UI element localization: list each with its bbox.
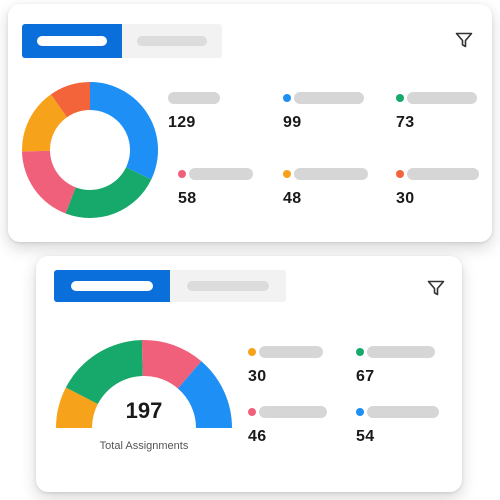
tab-label-placeholder (137, 36, 207, 46)
legend-label (248, 406, 327, 418)
legend-label-placeholder (259, 346, 323, 358)
legend-value: 30 (248, 368, 267, 385)
tab-label-placeholder (187, 281, 269, 291)
tab-label-placeholder (37, 36, 107, 46)
legend-value: 48 (283, 190, 302, 207)
total-value: 197 (125, 398, 163, 423)
tab-second[interactable] (170, 270, 286, 302)
legend-item: 30 (396, 168, 479, 208)
legend-dot (283, 94, 291, 102)
donut-chart (22, 82, 158, 218)
legend-dot (178, 170, 186, 178)
semi-donut-slice (141, 340, 202, 389)
legend-label-placeholder (367, 406, 439, 418)
legend-item: 58 (178, 168, 253, 208)
donut-slice (90, 82, 158, 180)
legend-label-placeholder (189, 168, 253, 180)
legend-dot (283, 170, 291, 178)
legend-value: 67 (356, 368, 375, 385)
filter-icon (455, 32, 473, 48)
tab-bar (22, 24, 222, 58)
legend-label (396, 92, 477, 104)
legend-label-placeholder (259, 406, 327, 418)
legend-value: 99 (283, 114, 302, 131)
semi-donut-slice (177, 361, 232, 428)
legend-item: 129 (168, 92, 220, 132)
donut-slice (22, 94, 68, 152)
tab-first[interactable] (54, 270, 170, 302)
legend-dot (356, 408, 364, 416)
legend-value: 30 (396, 190, 415, 207)
legend-value: 73 (396, 114, 415, 131)
tab-bar (54, 270, 286, 302)
donut-chart-svg (22, 82, 158, 218)
legend-dot (248, 408, 256, 416)
tab-label-placeholder (71, 281, 153, 291)
assignments-card: 197 Total Assignments 30 67 46 (36, 256, 462, 492)
legend-dot (396, 170, 404, 178)
legend-label-placeholder (294, 92, 364, 104)
legend-value: 129 (168, 114, 196, 131)
legend-item: 54 (356, 406, 439, 446)
legend-label-placeholder (407, 168, 479, 180)
legend-item: 48 (283, 168, 368, 208)
legend-value: 58 (178, 190, 197, 207)
legend-label (178, 168, 253, 180)
semi-donut-slice (65, 340, 143, 405)
donut-slice (65, 167, 152, 218)
legend-label (168, 92, 220, 104)
legend-label (283, 92, 364, 104)
legend-label (248, 346, 323, 358)
legend-dot (248, 348, 256, 356)
legend-item: 46 (248, 406, 327, 446)
legend-value: 54 (356, 428, 375, 445)
legend-item: 99 (283, 92, 364, 132)
distribution-card: 129 99 73 58 (8, 4, 492, 242)
filter-button[interactable] (452, 28, 476, 52)
total-caption: Total Assignments (99, 440, 189, 452)
tab-first[interactable] (22, 24, 122, 58)
donut-slice (50, 82, 90, 118)
legend-dot (396, 94, 404, 102)
legend-item: 73 (396, 92, 477, 132)
legend-label (356, 406, 439, 418)
legend-item: 67 (356, 346, 435, 386)
semi-donut-chart (52, 336, 236, 432)
legend-value: 46 (248, 428, 267, 445)
legend-label-placeholder (294, 168, 368, 180)
legend-dot (356, 348, 364, 356)
legend-label (283, 168, 368, 180)
legend-label-placeholder (407, 92, 477, 104)
semi-donut-slice (56, 387, 98, 428)
legend-label (356, 346, 435, 358)
legend-label-placeholder (168, 92, 220, 104)
donut-slice (22, 150, 76, 214)
legend-item: 30 (248, 346, 323, 386)
semi-donut-chart-svg (56, 340, 232, 428)
filter-button[interactable] (424, 276, 448, 300)
filter-icon (427, 280, 445, 296)
legend-label (396, 168, 479, 180)
legend-label-placeholder (367, 346, 435, 358)
tab-second[interactable] (122, 24, 222, 58)
